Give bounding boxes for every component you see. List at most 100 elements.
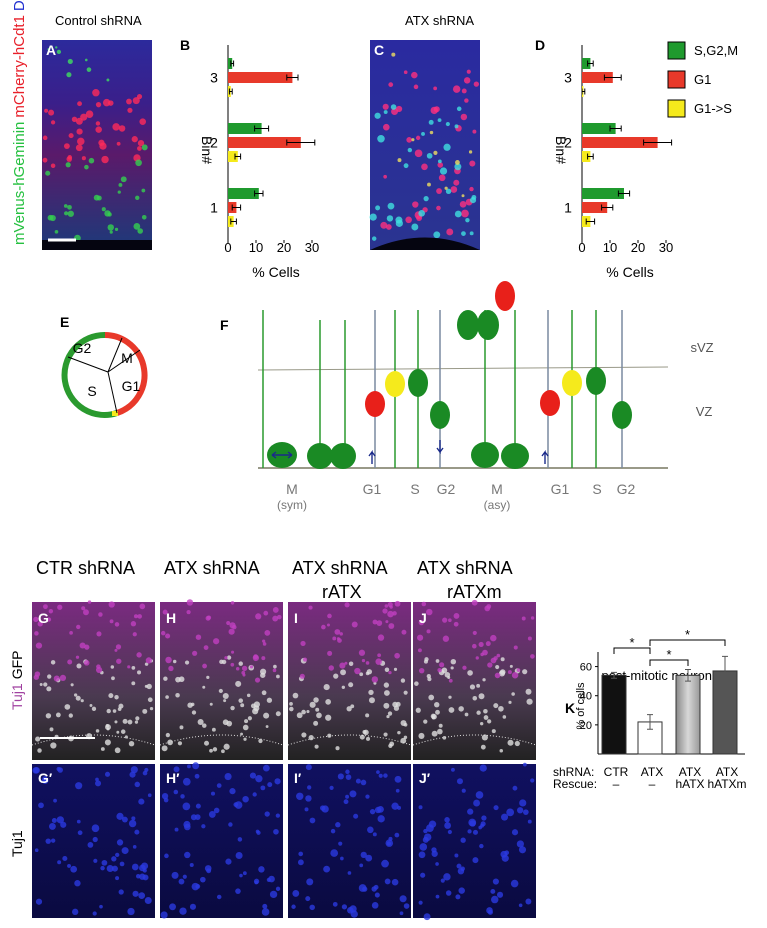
cell-signal xyxy=(137,146,142,151)
cell-signal xyxy=(334,629,341,635)
cell-signal xyxy=(131,136,138,143)
cell-signal xyxy=(378,773,383,778)
cell-signal xyxy=(46,686,52,692)
cell-signal xyxy=(238,661,243,666)
cell xyxy=(430,401,450,429)
cell-signal xyxy=(91,824,100,833)
cell-signal xyxy=(169,903,177,911)
cell-signal xyxy=(116,812,124,820)
cell-signal xyxy=(349,790,357,798)
cell-signal xyxy=(338,841,343,846)
cell-signal xyxy=(304,807,309,812)
cell-signal xyxy=(376,770,380,774)
cell-signal xyxy=(116,839,124,846)
error-bar xyxy=(254,190,264,197)
cell-signal xyxy=(92,911,97,916)
cell-signal xyxy=(76,663,82,669)
significance-bracket xyxy=(613,647,651,654)
cell-signal xyxy=(314,744,319,749)
cell-signal xyxy=(130,766,138,774)
cell-signal xyxy=(502,715,507,719)
cell-signal xyxy=(211,727,216,732)
cell-signal xyxy=(414,681,419,686)
phase-label: (sym) xyxy=(277,498,307,512)
cell-signal xyxy=(184,660,190,665)
cell-signal xyxy=(369,213,377,221)
cell-signal xyxy=(369,808,376,815)
cell-signal xyxy=(321,624,326,630)
cell-signal xyxy=(269,890,278,899)
bar xyxy=(582,137,658,148)
phase-label: S xyxy=(87,383,96,399)
x-tick-label: 10 xyxy=(249,240,263,255)
cell-signal xyxy=(165,633,171,639)
row-label: Tuj1 GFP xyxy=(9,651,25,711)
cell-signal xyxy=(132,845,137,849)
cell-signal xyxy=(149,706,154,711)
cell-signal xyxy=(518,903,523,908)
cell-signal xyxy=(498,705,504,712)
cell-signal xyxy=(206,615,212,620)
cell-signal xyxy=(133,614,138,619)
cell-signal xyxy=(444,817,450,823)
cell-signal xyxy=(75,695,81,701)
error-bar xyxy=(286,139,316,146)
cell xyxy=(495,281,515,311)
error-bar xyxy=(254,125,270,132)
cell-signal xyxy=(77,830,83,836)
cell-signal xyxy=(252,708,259,715)
cell-signal xyxy=(191,710,197,715)
column-heading: rATX xyxy=(322,582,362,602)
cell-signal xyxy=(71,116,78,122)
cell-signal xyxy=(45,838,51,844)
cell-signal xyxy=(423,195,429,202)
cell-signal xyxy=(468,150,473,154)
cell-signal xyxy=(134,829,140,835)
cell-signal xyxy=(110,665,115,669)
cell-signal xyxy=(435,659,440,663)
cell-signal xyxy=(377,134,385,143)
cell-signal xyxy=(184,851,191,859)
cell-signal xyxy=(433,86,438,91)
cell-signal xyxy=(393,705,400,711)
cell-signal xyxy=(469,820,476,827)
cell-signal xyxy=(308,734,314,741)
cell-signal xyxy=(87,600,92,604)
cell-signal xyxy=(460,837,466,843)
phase-label: G1 xyxy=(363,481,382,497)
phase-dividers xyxy=(67,337,141,414)
stain-label: mCherry-hCdt1 xyxy=(11,15,28,118)
cell-signal xyxy=(175,692,180,698)
cell-signal xyxy=(418,732,425,739)
cell-signal xyxy=(118,889,124,895)
y-tick-label: 3 xyxy=(564,70,572,86)
cell-signal xyxy=(490,657,497,664)
cell-signal xyxy=(142,708,148,714)
cell-signal xyxy=(163,797,169,803)
cell-signal xyxy=(192,650,198,656)
cell-signal xyxy=(84,644,90,650)
cell-signal xyxy=(387,202,395,210)
cell-signal xyxy=(261,690,267,696)
cell xyxy=(330,443,356,469)
cell-signal xyxy=(81,606,86,611)
phase-label: G2 xyxy=(617,481,636,497)
cell-signal xyxy=(134,781,141,788)
cell-signal xyxy=(403,722,408,727)
phase-label: M xyxy=(491,481,503,497)
cell-signal xyxy=(478,825,483,830)
cell-signal xyxy=(246,693,251,698)
cell-signal xyxy=(437,159,442,164)
cell-signal xyxy=(86,67,92,72)
cell-signal xyxy=(413,84,419,90)
cell-signal xyxy=(339,632,343,636)
cell-signal xyxy=(511,671,519,679)
cell-signal xyxy=(223,699,227,703)
cell-signal xyxy=(135,874,141,879)
cell-signal xyxy=(472,829,478,835)
cell-signal xyxy=(77,137,85,146)
panel-title: Control shRNA xyxy=(55,13,142,28)
cell-signal xyxy=(395,219,403,227)
micrograph xyxy=(288,764,411,918)
significance-bracket xyxy=(649,659,689,666)
